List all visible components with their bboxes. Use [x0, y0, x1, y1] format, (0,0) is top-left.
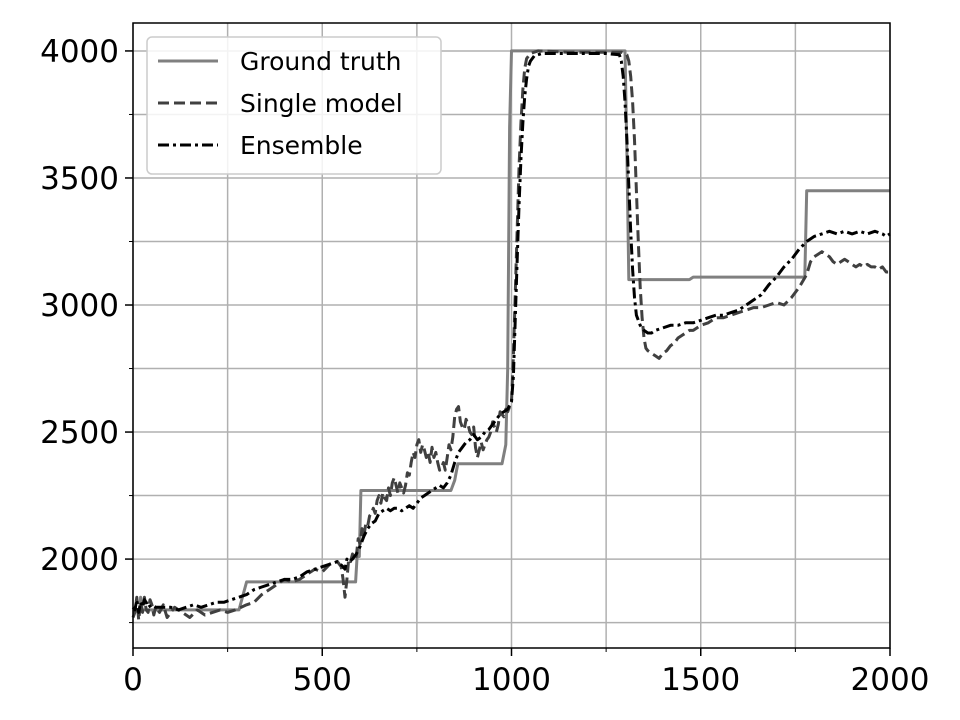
y-tick-label: 4000 — [40, 34, 119, 70]
legend-label: Single model — [240, 89, 403, 118]
grid-lines — [132, 23, 891, 648]
axis-ticks: 0 500 1000 1500 2000 2000 2500 3000 3500 4000 — [40, 34, 929, 698]
y-tick-label: 2500 — [40, 415, 119, 451]
x-tick-label: 1000 — [472, 662, 551, 698]
series-line-ground-truth — [133, 49, 890, 612]
series-line-single-model — [131, 49, 890, 622]
x-tick-label: 0 — [123, 662, 143, 698]
legend: Ground truth Single model Ensemble — [146, 36, 442, 175]
y-tick-label: 3000 — [40, 288, 119, 324]
legend-label: Ground truth — [240, 47, 401, 76]
x-tick-label: 2000 — [851, 662, 930, 698]
y-tick-label: 2000 — [40, 542, 119, 578]
legend-label: Ensemble — [240, 131, 363, 160]
x-tick-label: 1500 — [661, 662, 740, 698]
legend-box — [146, 36, 442, 175]
x-tick-label: 500 — [293, 662, 352, 698]
y-tick-label: 3500 — [40, 161, 119, 197]
series-lines — [131, 49, 891, 622]
series-line-ensemble — [131, 52, 891, 614]
